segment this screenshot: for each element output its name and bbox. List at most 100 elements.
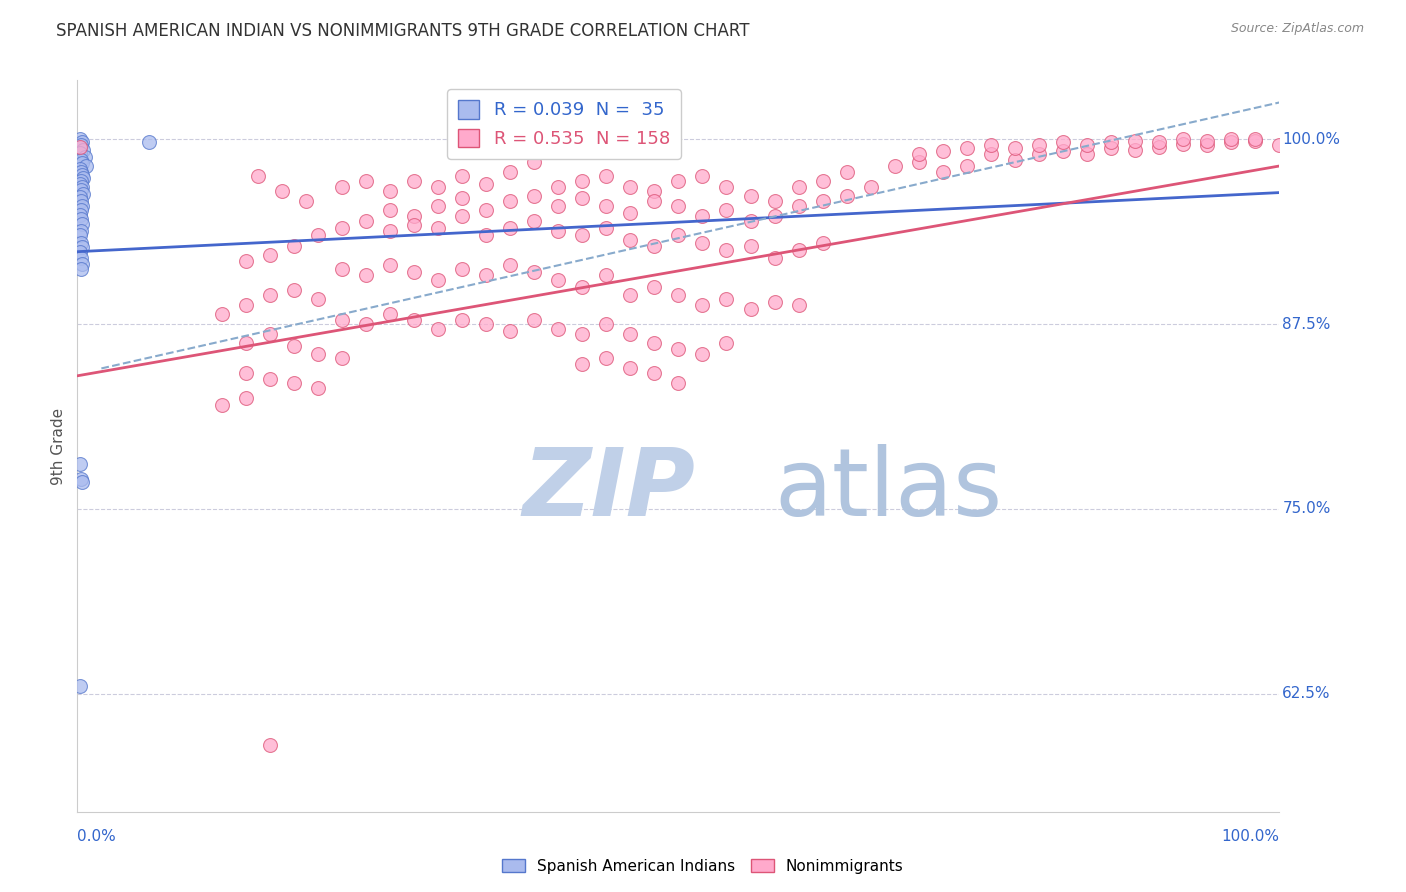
Point [523,213,546,227]
Text: atlas: atlas [775,444,1002,536]
Point [595,351,617,365]
Point [1076,147,1098,161]
Point [1028,138,1050,153]
Point [378,307,401,321]
Legend: R = 0.039  N =  35, R = 0.535  N = 158: R = 0.039 N = 35, R = 0.535 N = 158 [447,89,681,159]
Point [475,268,498,283]
Point [619,206,641,220]
Point [235,391,257,405]
Point [259,287,281,301]
Point [330,179,353,194]
Point [69,177,91,191]
Point [235,298,257,312]
Y-axis label: 9th Grade: 9th Grade [51,408,66,484]
Text: SPANISH AMERICAN INDIAN VS NONIMMIGRANTS 9TH GRADE CORRELATION CHART: SPANISH AMERICAN INDIAN VS NONIMMIGRANTS… [56,22,749,40]
Point [69,228,91,243]
Point [70,183,93,197]
Point [499,194,522,209]
Point [1123,143,1146,157]
Point [427,321,450,335]
Point [523,265,546,279]
Point [246,169,269,184]
Point [70,165,93,179]
Point [499,165,522,179]
Point [70,203,93,218]
Point [1076,138,1098,153]
Point [270,184,292,198]
Point [643,366,665,380]
Point [330,351,353,365]
Point [668,287,690,301]
Point [70,138,93,153]
Point [787,244,810,258]
Point [1197,138,1219,153]
Point [499,221,522,235]
Point [70,217,93,231]
Point [619,361,641,376]
Point [932,145,955,159]
Point [835,188,858,202]
Point [835,165,858,179]
Text: 100.0%: 100.0% [1222,830,1279,845]
Point [1244,132,1267,146]
Point [716,179,738,194]
Point [571,174,593,188]
Point [499,258,522,272]
Point [595,268,617,283]
Point [70,168,93,182]
Text: 0.0%: 0.0% [77,830,117,845]
Point [523,188,546,202]
Point [619,327,641,342]
Point [70,256,93,270]
Point [1052,136,1074,150]
Point [740,302,762,317]
Point [787,298,810,312]
Point [451,262,474,277]
Point [643,194,665,209]
Point [763,294,786,309]
Point [956,141,979,155]
Point [908,154,931,169]
Point [1220,132,1243,146]
Point [1197,134,1219,148]
Point [427,273,450,287]
Point [619,179,641,194]
Point [523,312,546,326]
Point [1123,134,1146,148]
Point [1244,134,1267,148]
Point [1149,136,1171,150]
Point [402,209,425,223]
Point [787,179,810,194]
Point [547,199,569,213]
Point [235,366,257,380]
Point [70,235,93,250]
Point [475,317,498,331]
Point [643,280,665,294]
Point [475,228,498,243]
Text: 62.5%: 62.5% [1282,686,1330,701]
Point [619,287,641,301]
Point [69,190,91,204]
Point [668,342,690,356]
Point [547,273,569,287]
Point [716,244,738,258]
Point [69,140,91,154]
Text: 75.0%: 75.0% [1282,501,1330,516]
Point [402,174,425,188]
Point [668,376,690,391]
Point [692,346,714,360]
Point [571,327,593,342]
Point [307,381,329,395]
Point [451,209,474,223]
Point [427,179,450,194]
Point [692,169,714,184]
Point [378,184,401,198]
Point [402,312,425,326]
Point [70,199,93,213]
Point [69,458,91,472]
Point [1149,140,1171,154]
Point [138,136,160,150]
Point [475,203,498,218]
Point [1099,141,1122,155]
Point [883,159,905,173]
